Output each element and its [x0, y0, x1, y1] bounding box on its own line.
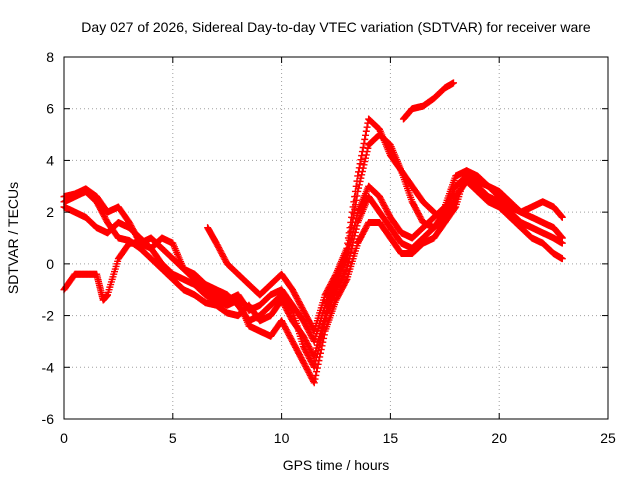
data-point [352, 215, 360, 223]
x-tick-label: 0 [60, 430, 68, 446]
data-point [315, 343, 323, 351]
data-point [355, 164, 363, 172]
y-tick-label: 2 [46, 204, 54, 220]
x-tick-label: 20 [491, 430, 507, 446]
data-point [316, 337, 324, 345]
data-point [359, 144, 367, 151]
data-point [358, 148, 366, 156]
data-point [349, 214, 357, 222]
data-point [314, 347, 322, 355]
data-point [331, 272, 339, 280]
axis-ticks: 0 5 10 15 20 25 -6 -4 -2 0 2 4 6 8 [42, 49, 616, 446]
data-point [342, 277, 350, 285]
data-point [309, 326, 317, 334]
data-point [354, 172, 362, 180]
data-point [313, 353, 321, 361]
data-point [361, 135, 369, 143]
data-point [347, 227, 355, 235]
data-point [451, 199, 459, 207]
data-point [317, 333, 325, 341]
data-point [361, 158, 369, 166]
data-point [309, 336, 317, 344]
data-point [312, 357, 320, 365]
data-point [319, 327, 327, 335]
y-tick-label: -2 [42, 308, 55, 324]
y-tick-label: -4 [42, 359, 55, 375]
data-point [348, 208, 356, 216]
data-point [360, 139, 368, 147]
data-point [311, 360, 319, 368]
data-points [60, 79, 566, 387]
data-point [362, 154, 370, 162]
data-point [348, 223, 356, 231]
y-tick-label: 6 [46, 101, 54, 117]
data-point [344, 239, 352, 247]
series-track-4 [60, 131, 566, 371]
data-point [310, 379, 318, 387]
grid [64, 57, 608, 419]
series-track-6 [399, 79, 458, 123]
x-axis-label: GPS time / hours [283, 457, 390, 473]
data-point [355, 181, 363, 189]
data-point [351, 193, 359, 201]
y-axis-label: SDTVAR / TECUs [5, 182, 21, 294]
data-point [357, 156, 365, 164]
data-point [346, 224, 354, 232]
x-tick-label: 15 [383, 430, 399, 446]
data-point [313, 368, 321, 376]
y-tick-label: 0 [46, 256, 54, 272]
plot-frame [63, 56, 609, 420]
data-point [558, 234, 566, 242]
data-point [397, 166, 405, 174]
x-tick-label: 5 [169, 430, 177, 446]
x-tick-label: 25 [600, 430, 616, 446]
x-tick-label: 10 [274, 430, 290, 446]
data-point [355, 168, 363, 176]
data-point [312, 371, 320, 379]
data-point [343, 244, 351, 252]
data-point [313, 350, 321, 358]
data-point [450, 79, 458, 87]
data-point [362, 151, 370, 159]
data-point [348, 213, 356, 221]
data-point [344, 241, 352, 249]
data-point [364, 144, 372, 152]
y-tick-label: -6 [42, 411, 55, 427]
chart-title: Day 027 of 2026, Sidereal Day-to-day VTE… [81, 19, 591, 35]
data-point [558, 213, 566, 221]
data-point [320, 323, 328, 331]
data-point [558, 255, 566, 263]
data-point [362, 127, 370, 135]
data-point [439, 204, 447, 212]
data-point [353, 177, 361, 185]
data-point [356, 160, 364, 168]
data-point [288, 305, 296, 313]
data-point [316, 340, 324, 348]
data-point [350, 210, 358, 218]
y-tick-label: 8 [46, 49, 54, 65]
data-point [345, 229, 353, 237]
data-point [351, 187, 359, 195]
data-point [311, 375, 319, 383]
data-point [320, 320, 328, 328]
data-point [352, 182, 360, 190]
data-point [310, 363, 318, 371]
data-point [344, 234, 352, 242]
data-point [350, 198, 358, 206]
data-point [349, 203, 357, 211]
y-tick-label: 4 [46, 152, 54, 168]
data-point [347, 218, 355, 226]
data-point [452, 198, 460, 206]
data-point [358, 152, 366, 160]
data-point [360, 161, 368, 169]
series-track-2 [60, 177, 566, 387]
data-point [313, 364, 321, 372]
series-track-5 [204, 115, 460, 335]
data-point [362, 131, 370, 139]
data-point [318, 330, 326, 338]
data-point [363, 123, 371, 131]
